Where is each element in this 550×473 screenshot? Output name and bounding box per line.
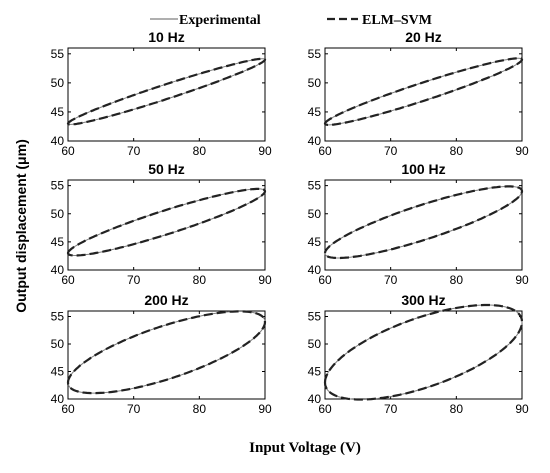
x-tick-label: 90 (258, 402, 272, 416)
y-tick-label: 40 (51, 392, 65, 406)
panel-1: 20 Hz 60 70 80 90 40 45 50 55 (308, 29, 529, 158)
x-tick-label: 80 (450, 144, 464, 158)
x-tick-label: 80 (450, 273, 464, 287)
x-tick-label: 60 (61, 402, 75, 416)
panel-2: 50 Hz 60 70 80 90 40 45 50 55 (51, 161, 272, 287)
y-tick-label: 45 (308, 105, 322, 119)
experimental-series (324, 304, 523, 400)
panel-title: 100 Hz (401, 161, 445, 177)
x-tick-label: 80 (193, 402, 207, 416)
x-tick-label: 80 (193, 144, 207, 158)
y-axis-label: Output displacement (μm) (13, 139, 29, 312)
panel-5: 300 Hz 60 70 80 90 40 45 50 55 (308, 292, 529, 416)
x-tick-label: 90 (515, 144, 529, 158)
elm-svm-series (66, 187, 267, 257)
experimental-series (324, 185, 523, 259)
x-tick-label: 70 (384, 273, 398, 287)
x-tick-label: 70 (384, 402, 398, 416)
x-tick-label: 70 (127, 273, 141, 287)
y-tick-label: 40 (308, 263, 322, 277)
experimental-series (67, 188, 266, 256)
x-tick-label: 70 (127, 144, 141, 158)
plot-frame (324, 179, 523, 271)
y-tick-label: 45 (51, 365, 65, 379)
x-tick-label: 90 (515, 273, 529, 287)
y-tick-label: 55 (308, 47, 322, 61)
x-tick-label: 80 (193, 273, 207, 287)
x-tick-label: 70 (384, 144, 398, 158)
y-tick-label: 55 (51, 47, 65, 61)
x-tick-label: 60 (61, 273, 75, 287)
x-tick-label: 60 (318, 144, 332, 158)
x-tick-label: 60 (318, 273, 332, 287)
elm-svm-series (323, 57, 524, 126)
panel-4: 200 Hz 60 70 80 90 40 45 50 55 (51, 292, 272, 416)
y-tick-label: 50 (51, 76, 65, 90)
panel-3: 100 Hz 60 70 80 90 40 45 50 55 (308, 161, 529, 287)
y-tick-label: 40 (308, 392, 322, 406)
y-tick-label: 50 (308, 207, 322, 221)
plot-frame (67, 179, 266, 271)
y-tick-label: 50 (51, 207, 65, 221)
y-tick-label: 50 (308, 76, 322, 90)
panel-title: 10 Hz (148, 29, 185, 45)
experimental-series (324, 57, 523, 126)
x-tick-label: 60 (61, 144, 75, 158)
y-tick-label: 55 (51, 179, 65, 193)
y-tick-label: 40 (51, 263, 65, 277)
panel-title: 300 Hz (401, 292, 445, 308)
elm-svm-series (323, 185, 524, 260)
y-tick-label: 55 (308, 310, 322, 324)
x-tick-label: 80 (450, 402, 464, 416)
x-tick-label: 70 (127, 402, 141, 416)
panel-title: 20 Hz (405, 29, 442, 45)
panel-0: 10 Hz 60 70 80 90 40 45 50 55 (51, 29, 272, 158)
legend-model-label: ELM–SVM (362, 13, 432, 28)
plot-frame (324, 47, 523, 142)
legend-experimental-label: Experimental (179, 13, 261, 28)
experimental-series (67, 58, 266, 125)
legend: Experimental ELM–SVM (150, 13, 432, 28)
panel-title: 200 Hz (144, 292, 188, 308)
elm-svm-series (323, 303, 524, 401)
y-tick-label: 50 (51, 337, 65, 351)
y-tick-label: 40 (308, 134, 322, 148)
elm-svm-series (66, 310, 267, 395)
y-tick-label: 45 (308, 365, 322, 379)
x-tick-label: 90 (258, 144, 272, 158)
y-tick-label: 40 (51, 134, 65, 148)
y-tick-label: 55 (308, 179, 322, 193)
y-tick-label: 50 (308, 337, 322, 351)
x-tick-label: 90 (515, 402, 529, 416)
panel-title: 50 Hz (148, 161, 185, 177)
y-tick-label: 55 (51, 310, 65, 324)
elm-svm-series (66, 57, 267, 126)
x-axis-label: Input Voltage (V) (249, 440, 361, 456)
plot-frame (324, 310, 523, 400)
y-tick-label: 45 (308, 235, 322, 249)
y-tick-label: 45 (51, 235, 65, 249)
plot-frame (67, 310, 266, 400)
x-tick-label: 90 (258, 273, 272, 287)
plot-frame (67, 47, 266, 142)
x-tick-label: 60 (318, 402, 332, 416)
y-tick-label: 45 (51, 105, 65, 119)
